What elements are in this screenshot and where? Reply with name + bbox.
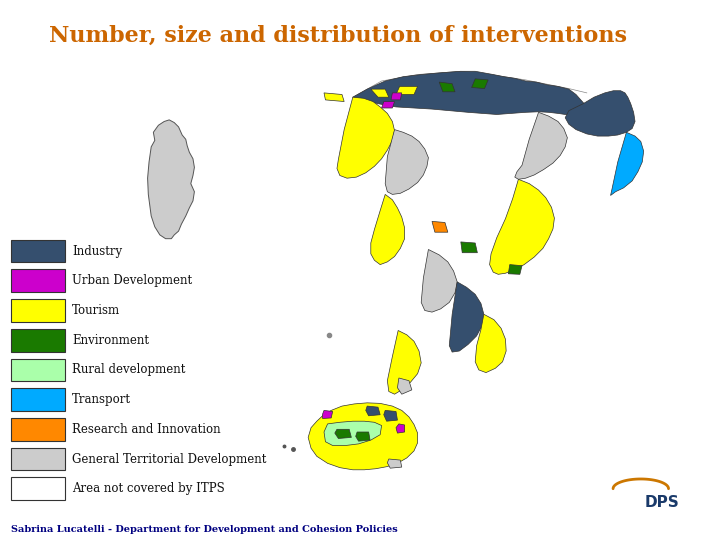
Bar (11, 240, 65, 262)
Polygon shape (385, 130, 428, 194)
Polygon shape (366, 406, 380, 416)
Polygon shape (475, 314, 506, 373)
Polygon shape (382, 102, 395, 108)
Text: Industry: Industry (72, 245, 122, 258)
Polygon shape (508, 265, 522, 274)
Polygon shape (387, 330, 421, 394)
Text: Sabrina Lucatelli - Department for Development and Cohesion Policies: Sabrina Lucatelli - Department for Devel… (11, 524, 397, 534)
Bar (11, 477, 65, 500)
Polygon shape (371, 89, 389, 97)
Polygon shape (335, 429, 351, 438)
Polygon shape (472, 79, 488, 89)
Text: DPS: DPS (645, 495, 680, 510)
Polygon shape (565, 91, 635, 136)
Polygon shape (308, 403, 418, 470)
Polygon shape (421, 249, 457, 312)
Polygon shape (432, 221, 448, 232)
Polygon shape (515, 112, 567, 179)
Bar (11, 448, 65, 470)
Polygon shape (148, 120, 194, 239)
Text: Environment: Environment (72, 334, 149, 347)
Polygon shape (611, 132, 644, 195)
Polygon shape (396, 86, 418, 94)
Polygon shape (356, 432, 370, 441)
Polygon shape (397, 378, 412, 394)
Bar (11, 329, 65, 352)
Text: General Territorial Development: General Territorial Development (72, 453, 266, 465)
Text: Urban Development: Urban Development (72, 274, 192, 287)
Text: Number, size and distribution of interventions: Number, size and distribution of interve… (50, 24, 627, 46)
Text: Transport: Transport (72, 393, 131, 406)
Polygon shape (324, 421, 382, 445)
Polygon shape (387, 459, 402, 468)
Polygon shape (391, 93, 402, 100)
Polygon shape (490, 179, 554, 274)
Polygon shape (439, 82, 455, 92)
Polygon shape (323, 410, 333, 418)
Polygon shape (353, 71, 590, 114)
Bar (11, 299, 65, 322)
Polygon shape (384, 410, 397, 421)
Text: Area not covered by ITPS: Area not covered by ITPS (72, 482, 225, 495)
Bar (11, 418, 65, 441)
Text: Rural development: Rural development (72, 363, 185, 376)
Polygon shape (396, 424, 405, 433)
Text: Research and Innovation: Research and Innovation (72, 423, 220, 436)
Bar (11, 359, 65, 381)
Polygon shape (324, 93, 344, 102)
Polygon shape (449, 282, 484, 352)
Bar (11, 269, 65, 292)
Polygon shape (371, 194, 405, 265)
Bar (11, 388, 65, 411)
Polygon shape (337, 97, 395, 178)
Text: Tourism: Tourism (72, 304, 120, 317)
Polygon shape (461, 242, 477, 253)
